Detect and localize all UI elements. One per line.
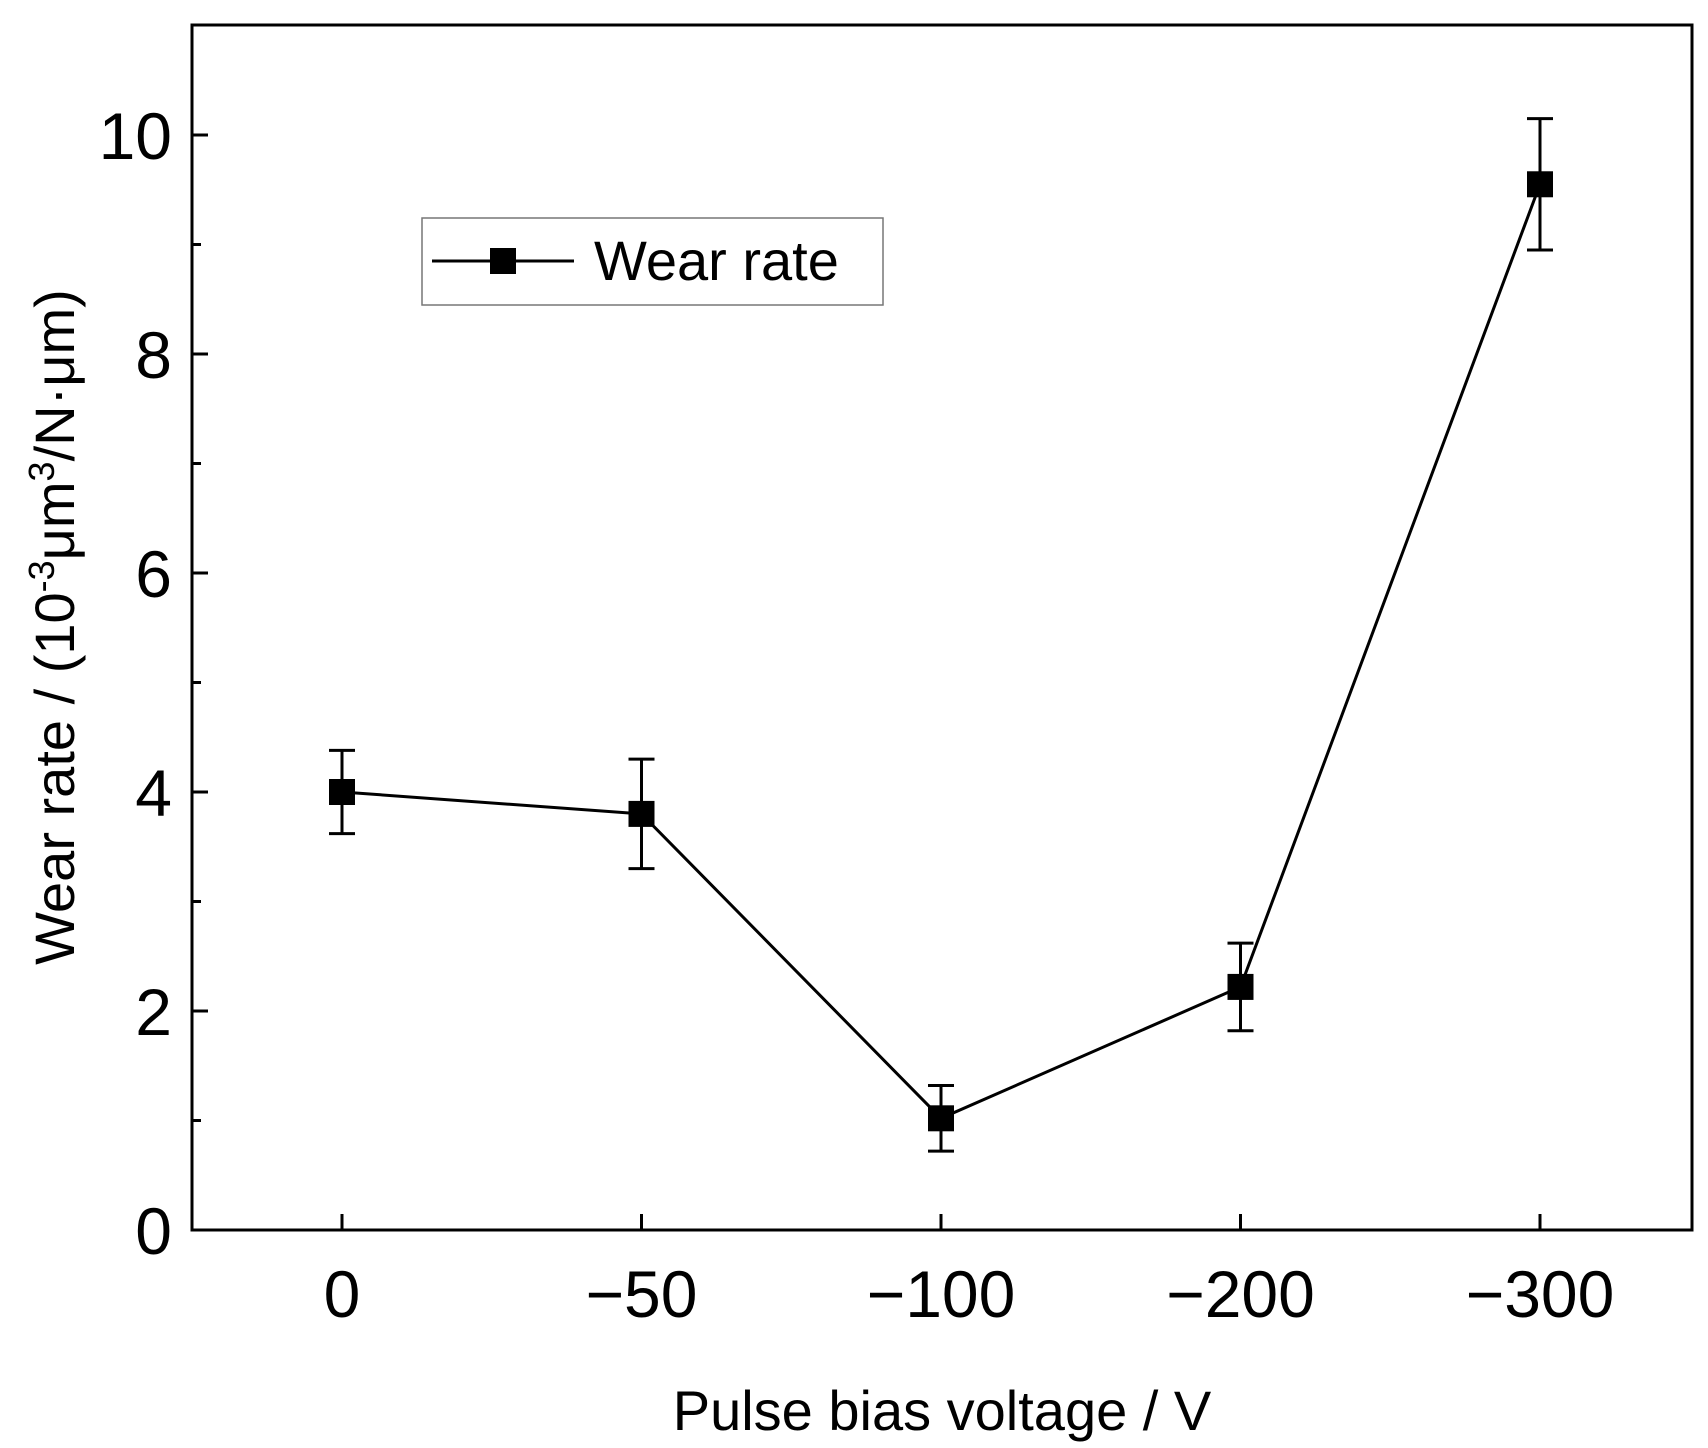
y-axis-title-mid: μm	[23, 481, 86, 560]
y-axis-title: Wear rate / (10-3μm3/N·μm)	[21, 289, 87, 965]
data-point	[1527, 171, 1553, 198]
y-axis-title-exp2: 3	[21, 461, 62, 481]
y-tick-label: 10	[99, 99, 172, 173]
x-axis-ticks: 0 −50 −100 −200 −300	[324, 1214, 1615, 1331]
x-tick-label: 0	[324, 1257, 361, 1331]
legend-marker	[490, 248, 516, 274]
data-point	[928, 1105, 954, 1132]
x-tick-label: −50	[586, 1257, 698, 1331]
x-tick-label: −300	[1466, 1257, 1615, 1331]
data-point	[1227, 973, 1254, 1000]
x-tick-label: −200	[1166, 1257, 1315, 1331]
y-tick-label: 4	[135, 756, 172, 830]
series-layer	[329, 117, 1553, 1153]
y-axis-title-suffix: /N·μm)	[23, 289, 86, 461]
legend-label: Wear rate	[594, 229, 839, 292]
y-tick-label: 2	[135, 975, 172, 1049]
y-tick-label: 0	[135, 1194, 172, 1268]
series-line	[341, 183, 1542, 1121]
y-tick-label: 8	[135, 318, 172, 392]
plot-area-frame	[190, 23, 1694, 1232]
y-axis-ticks: 0 2 4 6 8 10	[99, 99, 208, 1268]
x-axis-title: Pulse bias voltage / V	[673, 1379, 1212, 1442]
y-axis-title-prefix: Wear rate / (10	[23, 592, 86, 964]
data-point	[329, 779, 355, 805]
legend: Wear rate	[421, 217, 884, 306]
y-tick-label: 6	[135, 537, 172, 611]
data-point	[628, 800, 655, 827]
x-tick-label: −100	[867, 1257, 1016, 1331]
y-axis-title-exp1: -3	[21, 560, 62, 592]
